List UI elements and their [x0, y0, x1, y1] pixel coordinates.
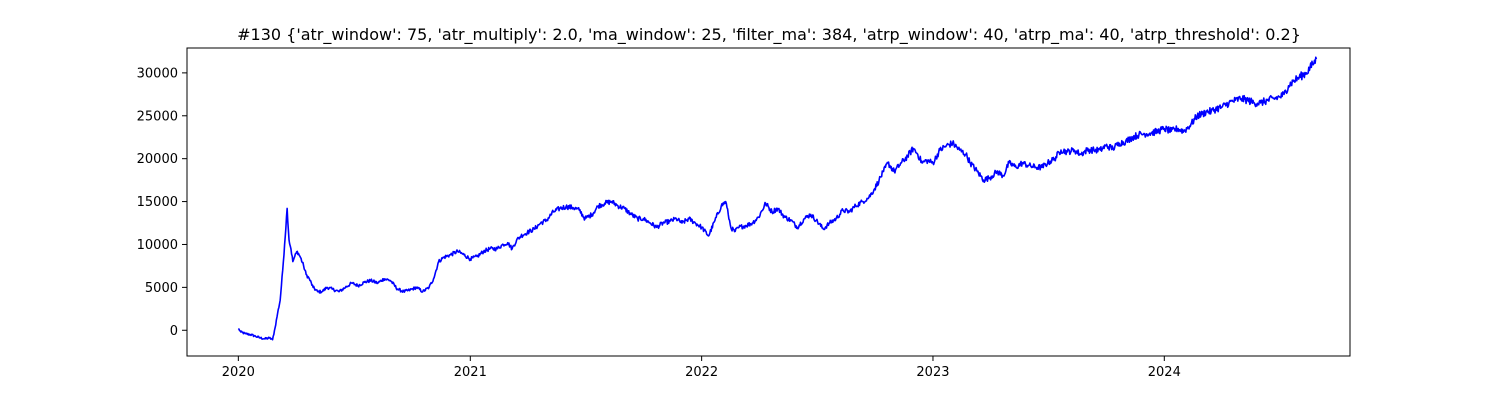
chart-title: #130 {'atr_window': 75, 'atr_multiply': …	[237, 25, 1301, 45]
y-tick-label: 20000	[137, 152, 178, 167]
y-tick-label: 5000	[145, 281, 178, 296]
y-axis: 0 5000 10000 15000 20000 25000 30000	[137, 66, 187, 339]
x-tick-label: 2021	[454, 365, 487, 380]
plot-frame	[186, 47, 1351, 357]
y-tick-label: 25000	[137, 109, 178, 124]
x-tick-label: 2020	[222, 365, 255, 380]
y-tick-label: 10000	[137, 238, 178, 253]
y-tick-label: 15000	[137, 195, 178, 210]
x-axis: 2020 2021 2022 2023 2024	[222, 356, 1181, 380]
x-tick-label: 2023	[916, 365, 949, 380]
y-tick-label: 30000	[137, 66, 178, 81]
series-layer	[237, 56, 1318, 341]
series-line	[237, 56, 1318, 341]
x-tick-label: 2022	[685, 365, 718, 380]
x-tick-label: 2024	[1148, 365, 1181, 380]
y-tick-label: 0	[170, 324, 178, 339]
